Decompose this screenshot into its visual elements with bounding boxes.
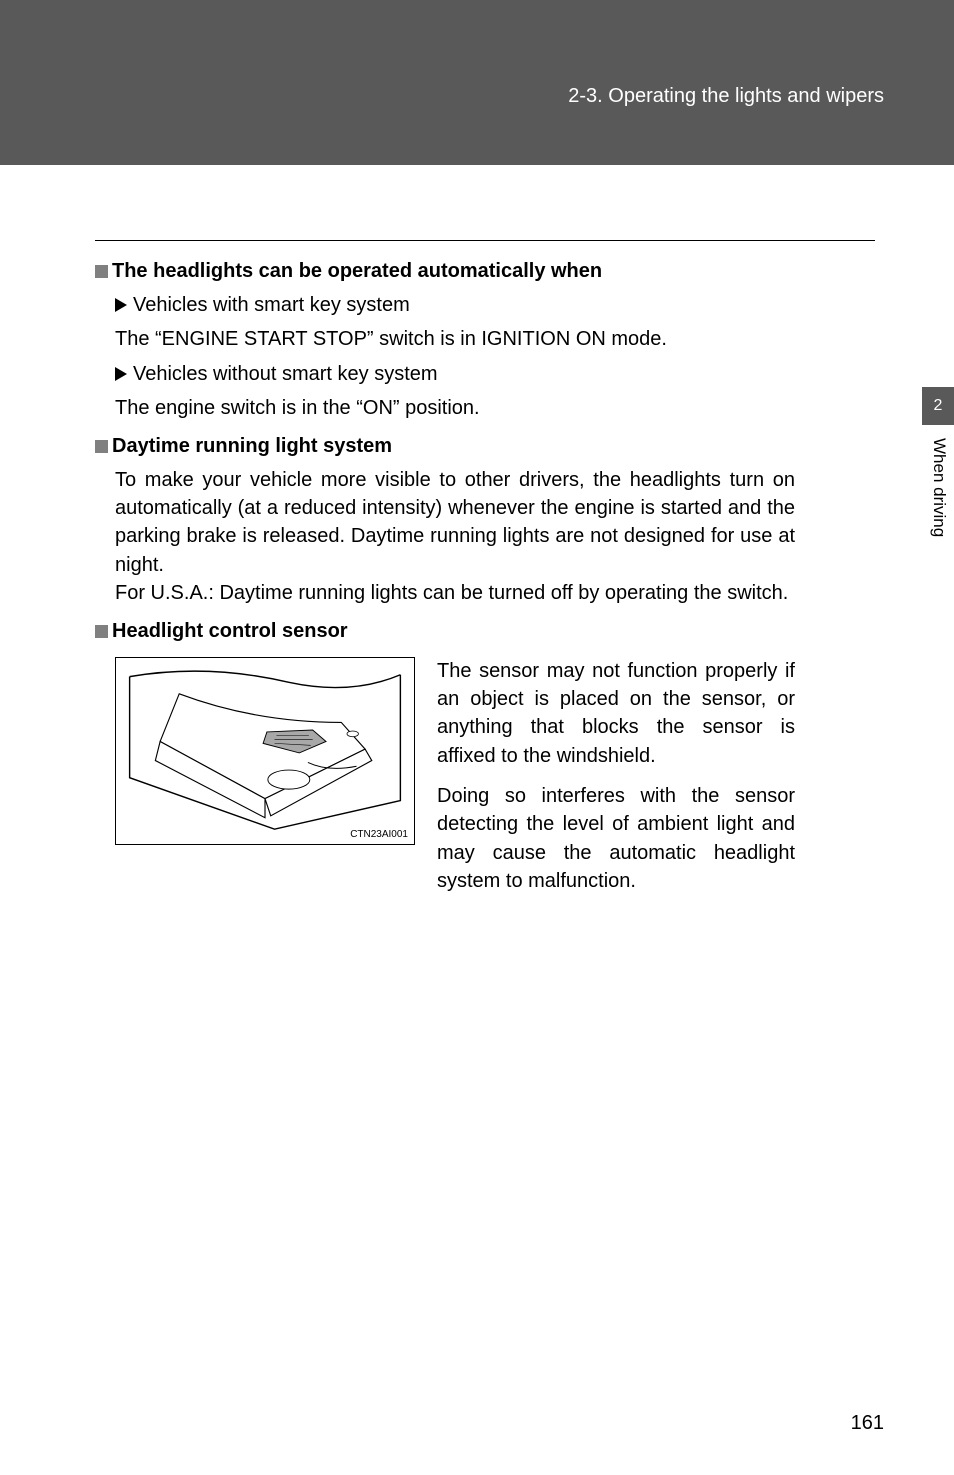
bullet-item: Vehicles without smart key system	[115, 360, 795, 388]
triangle-bullet-icon	[115, 367, 127, 381]
figure-block: CTN23AI001 The sensor may not function p…	[115, 657, 795, 908]
chapter-number: 2	[934, 397, 943, 415]
dashboard-sensor-illustration	[122, 664, 408, 838]
bullet-text: Vehicles with smart key system	[133, 294, 410, 316]
chapter-tab: 2	[922, 387, 954, 425]
figure-caption: CTN23AI001	[350, 829, 408, 840]
page-number: 161	[851, 1412, 884, 1435]
heading-auto-headlights: The headlights can be operated automatic…	[95, 260, 795, 283]
heading-text: Daytime running light system	[112, 435, 392, 457]
bullet-text: Vehicles without smart key system	[133, 363, 438, 385]
body-text: The “ENGINE START STOP” switch is in IGN…	[115, 325, 795, 353]
figure-para: Doing so interferes with the sensor dete…	[437, 782, 795, 896]
square-bullet-icon	[95, 440, 108, 453]
heading-text: The headlights can be operated automatic…	[112, 260, 602, 282]
heading-daytime-running: Daytime running light system	[95, 435, 795, 458]
heading-text: Headlight control sensor	[112, 620, 348, 642]
separator-line	[95, 240, 875, 241]
header-band	[0, 0, 954, 165]
square-bullet-icon	[95, 265, 108, 278]
body-text: To make your vehicle more visible to oth…	[115, 466, 795, 580]
body-text: The engine switch is in the “ON” positio…	[115, 394, 795, 422]
figure-description: The sensor may not function properly if …	[437, 657, 795, 908]
body-text: For U.S.A.: Daytime running lights can b…	[115, 579, 795, 607]
triangle-bullet-icon	[115, 298, 127, 312]
figure-box: CTN23AI001	[115, 657, 415, 845]
section-title: 2-3. Operating the lights and wipers	[568, 85, 884, 108]
chapter-label: When driving	[929, 438, 949, 537]
heading-headlight-sensor: Headlight control sensor	[95, 620, 795, 643]
square-bullet-icon	[95, 625, 108, 638]
bullet-item: Vehicles with smart key system	[115, 291, 795, 319]
figure-para: The sensor may not function properly if …	[437, 657, 795, 771]
content-area: The headlights can be operated automatic…	[95, 260, 795, 908]
